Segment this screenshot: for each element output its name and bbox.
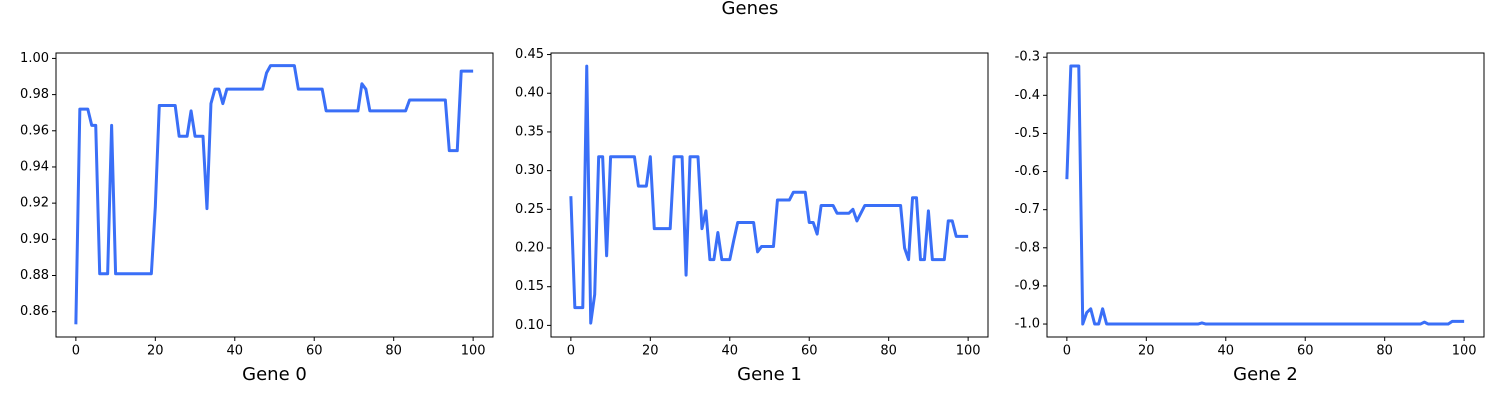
y-tick-label: 0.25: [515, 202, 544, 217]
x-tick-label: 20: [642, 344, 659, 359]
data-line: [74, 64, 474, 325]
y-tick-label: 0.40: [515, 86, 544, 101]
y-tick-label: 0.92: [20, 196, 49, 211]
x-axis-label: Gene 2: [1233, 364, 1298, 385]
x-tick-label: 60: [1297, 344, 1314, 359]
x-tick-label: 0: [72, 344, 80, 359]
x-tick-label: 60: [801, 344, 818, 359]
x-tick-label: 20: [147, 344, 164, 359]
y-tick-label: 0.96: [20, 123, 49, 138]
x-axis-label: Gene 1: [737, 364, 802, 385]
x-tick-label: 40: [1217, 344, 1234, 359]
x-tick-label: 80: [385, 344, 402, 359]
y-tick-label: -0.9: [1015, 278, 1040, 293]
y-tick-label: 0.20: [515, 241, 544, 256]
axes-frame: [55, 52, 494, 338]
axes-frame: [1046, 52, 1485, 338]
y-tick-label: 0.94: [20, 159, 49, 174]
x-axis-label: Gene 0: [242, 364, 307, 385]
y-tick-label: -1.0: [1015, 317, 1040, 332]
x-tick-label: 100: [956, 344, 981, 359]
y-tick-label: 0.98: [20, 87, 49, 102]
x-tick-label: 100: [461, 344, 486, 359]
x-tick-label: 80: [880, 344, 897, 359]
y-tick-label: -0.3: [1015, 50, 1040, 65]
x-tick-label: 40: [226, 344, 243, 359]
data-line: [1065, 64, 1465, 326]
y-tick-label: 0.90: [20, 232, 49, 247]
x-tick-label: 0: [567, 344, 575, 359]
y-tick-label: 1.00: [20, 51, 49, 66]
y-tick-label: -0.4: [1015, 88, 1040, 103]
y-tick-label: -0.8: [1015, 240, 1040, 255]
y-tick-label: -0.5: [1015, 126, 1040, 141]
x-tick-label: 60: [306, 344, 323, 359]
y-tick-label: -0.6: [1015, 164, 1040, 179]
y-tick-label: 0.30: [515, 163, 544, 178]
x-tick-label: 20: [1138, 344, 1155, 359]
y-tick-label: 0.10: [515, 318, 544, 333]
y-tick-label: 0.15: [515, 279, 544, 294]
y-tick-label: 0.88: [20, 268, 49, 283]
y-tick-label: 0.86: [20, 304, 49, 319]
y-tick-label: -0.7: [1015, 202, 1040, 217]
y-tick-label: 0.35: [515, 124, 544, 139]
y-tick-label: 0.45: [515, 47, 544, 62]
axes-frame: [550, 52, 989, 338]
figure-title: Genes: [722, 0, 779, 19]
data-line: [569, 64, 969, 325]
x-tick-label: 40: [721, 344, 738, 359]
x-tick-label: 0: [1063, 344, 1071, 359]
x-tick-label: 100: [1452, 344, 1477, 359]
x-tick-label: 80: [1376, 344, 1393, 359]
